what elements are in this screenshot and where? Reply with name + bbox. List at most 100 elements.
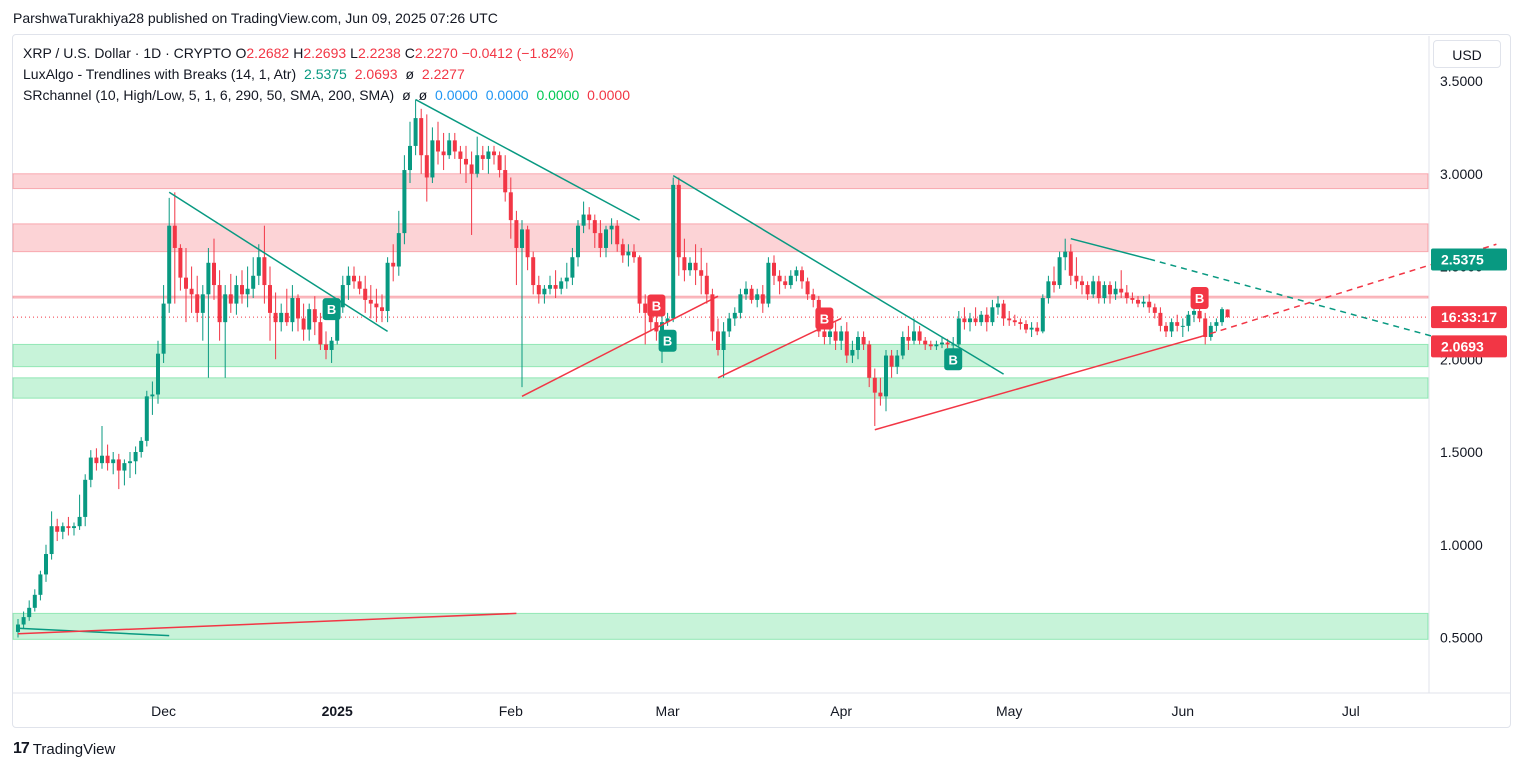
trendline: [521, 295, 719, 398]
candle-body: [279, 312, 284, 323]
candle-body: [671, 184, 676, 319]
candle-body: [643, 303, 648, 313]
candle-body: [352, 275, 356, 282]
y-axis-tick-label: 3.5000: [1440, 73, 1483, 89]
candle-body: [44, 554, 48, 575]
x-axis-tick-label: Jun: [1172, 703, 1195, 719]
break-marker-label: B: [663, 334, 672, 349]
candle-body: [469, 164, 474, 174]
candle-body: [839, 331, 844, 341]
break-marker-badge: [944, 348, 963, 371]
candle-body: [475, 155, 480, 174]
candle-body: [83, 479, 88, 517]
candle-body: [744, 288, 748, 295]
footer-brand[interactable]: 17 TradingView: [13, 740, 115, 758]
candle-body: [604, 229, 608, 248]
sr-zone: [12, 612, 1429, 640]
candle-body: [55, 526, 60, 532]
currency-button[interactable]: USD: [1433, 40, 1501, 68]
x-axis-tick-label: 2025: [322, 703, 353, 719]
candle-body: [576, 225, 580, 258]
candle-body: [307, 309, 312, 330]
candle-body: [1080, 281, 1084, 286]
break-marker-label: B: [327, 302, 336, 317]
candle-body: [452, 140, 457, 152]
x-axis-tick-label: Dec: [151, 703, 176, 719]
candle-body: [312, 309, 317, 323]
candle-body: [1052, 281, 1056, 286]
price-tag-box: [1431, 248, 1507, 271]
candle-body: [284, 312, 289, 323]
sr-zone: [12, 343, 1429, 368]
trendline: [415, 98, 640, 221]
candle-body: [32, 594, 37, 608]
legend-symbol-row[interactable]: XRP / U.S. Dollar · 1D · CRYPTO O2.2682 H2…: [23, 45, 578, 61]
candle-body: [296, 298, 300, 319]
candle-body: [660, 322, 664, 332]
sr-zone: [12, 223, 1429, 253]
candle-body: [1208, 325, 1213, 337]
candle-body: [94, 457, 99, 464]
candle-body: [436, 140, 440, 152]
candle-body: [783, 281, 788, 286]
srchannel-name[interactable]: SRchannel (10, High/Low, 5, 1, 6, 290, 5…: [23, 87, 395, 103]
candle-body: [632, 251, 636, 258]
candle-body: [699, 270, 704, 276]
candle-body: [128, 461, 132, 464]
legend-srchannel-row[interactable]: SRchannel (10, High/Low, 5, 1, 6, 290, 5…: [23, 87, 634, 103]
candle-body: [732, 312, 737, 319]
candle-body: [184, 277, 188, 289]
candle-body: [413, 118, 418, 146]
candle-body: [497, 155, 502, 171]
candle-body: [520, 229, 524, 248]
candle-body: [665, 318, 670, 323]
candle-body: [626, 251, 631, 256]
candle-body: [1007, 318, 1012, 321]
sr-zone: [12, 173, 1429, 190]
candle-body: [990, 307, 995, 323]
candle-body: [1040, 298, 1045, 332]
candle-body: [508, 192, 513, 221]
luxalgo-name[interactable]: LuxAlgo - Trendlines with Breaks (14, 1,…: [23, 66, 297, 82]
candle-body: [441, 151, 446, 156]
symbol-info[interactable]: XRP / U.S. Dollar · 1D · CRYPTO: [23, 45, 232, 61]
candle-body: [419, 118, 424, 156]
candle-body: [318, 322, 323, 345]
candle-body: [21, 617, 26, 625]
candle-body: [340, 285, 345, 308]
close-value: 2.2270: [414, 45, 458, 61]
candle-body: [111, 459, 116, 464]
candle-body: [391, 262, 396, 267]
candle-body: [648, 312, 653, 323]
candle-body: [38, 574, 43, 595]
candle-body: [570, 257, 575, 278]
candle-body: [760, 294, 765, 304]
candle-body: [1147, 301, 1152, 308]
candle-body: [1012, 320, 1017, 323]
candle-body: [900, 336, 905, 356]
candle-body: [1203, 318, 1208, 337]
candle-body: [861, 336, 866, 345]
candle-body: [1130, 298, 1135, 300]
candle-body: [105, 455, 110, 464]
candle-body: [492, 151, 496, 156]
legend-luxalgo-row[interactable]: LuxAlgo - Trendlines with Breaks (14, 1,…: [23, 66, 469, 82]
candle-body: [1141, 301, 1146, 304]
candle-body: [480, 155, 485, 159]
candle-body: [525, 229, 530, 258]
tradingview-logo-icon: 17: [13, 740, 30, 757]
empty-symbol: ø: [418, 87, 428, 103]
candle-body: [251, 275, 256, 289]
low-label: L: [350, 45, 358, 61]
candle-body: [979, 314, 984, 323]
candle-body: [1220, 309, 1224, 323]
tradingview-brand-text: TradingView: [32, 740, 116, 758]
candle-body: [587, 214, 592, 221]
candle-body: [228, 294, 233, 304]
candle-body: [1035, 327, 1040, 332]
open-label: O: [235, 45, 247, 61]
candle-body: [256, 257, 261, 276]
break-marker-badge: [647, 294, 666, 317]
candle-body: [548, 285, 552, 289]
